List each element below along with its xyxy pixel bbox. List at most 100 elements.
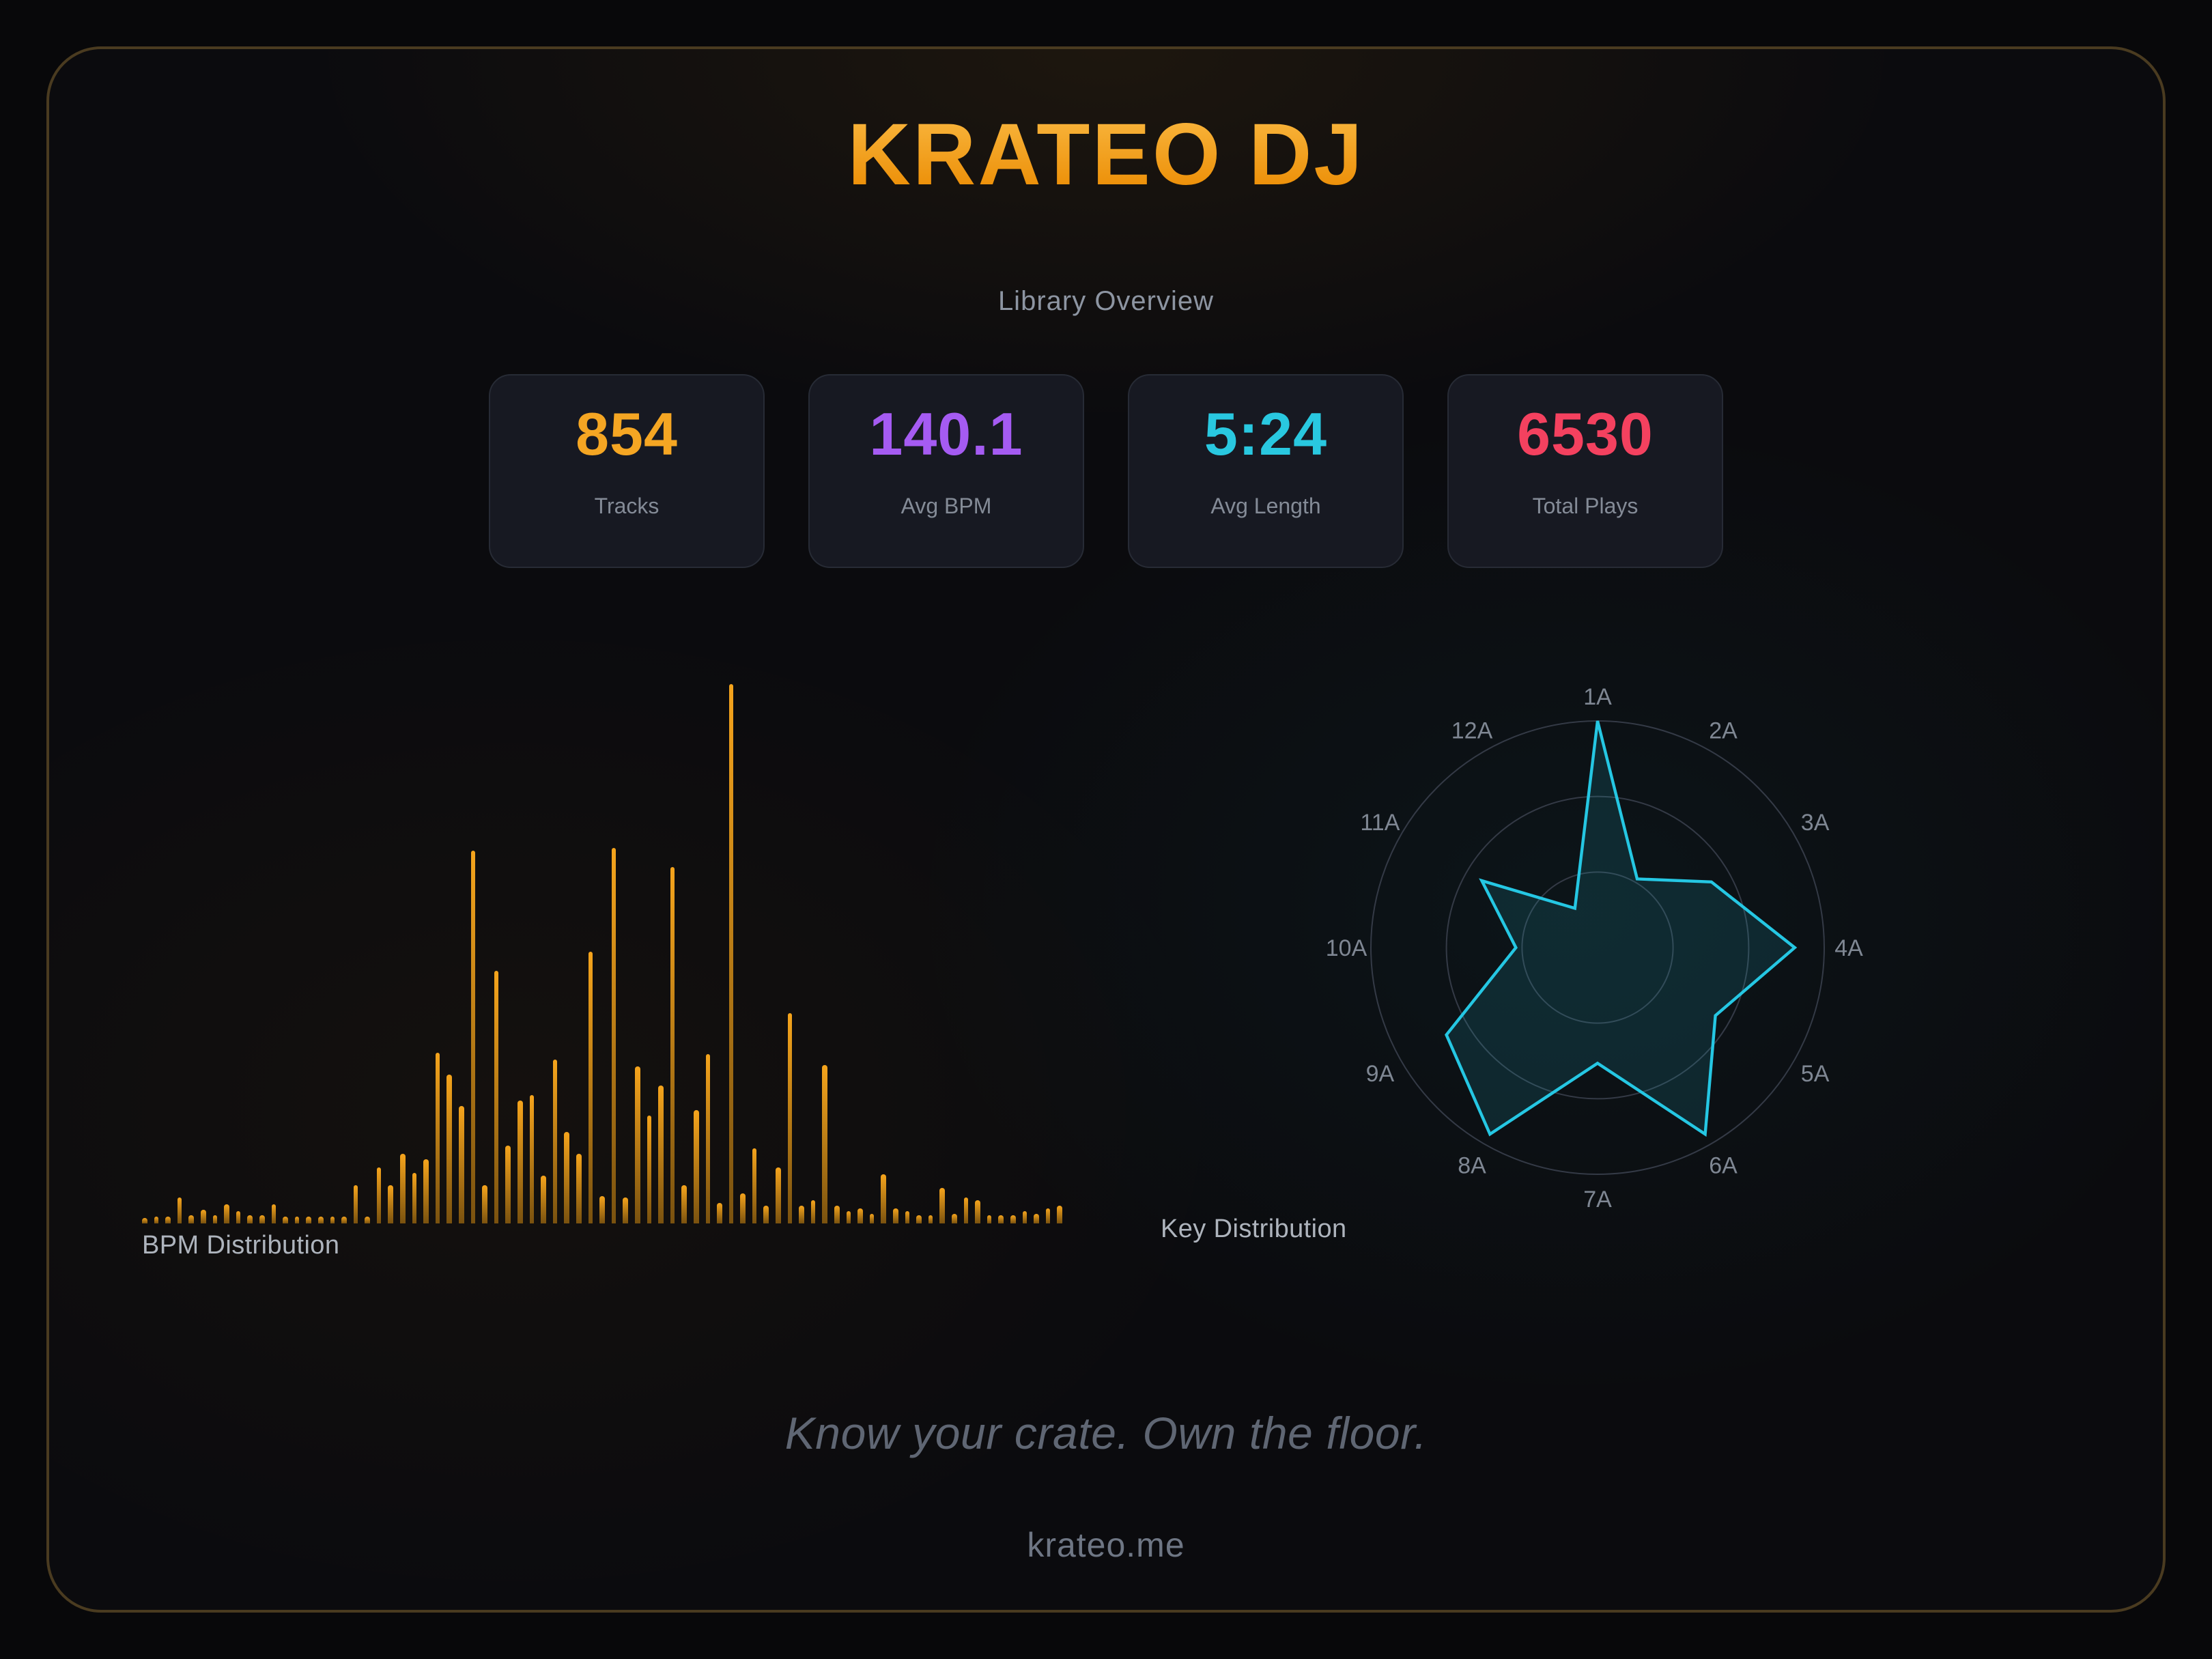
- bpm-bar: [177, 1197, 182, 1223]
- bpm-bar: [588, 952, 593, 1223]
- bpm-bar: [470, 851, 476, 1223]
- bpm-bar: [963, 1197, 969, 1223]
- bpm-bar: [705, 1054, 711, 1223]
- bpm-bar: [681, 1185, 687, 1223]
- bpm-bar: [505, 1146, 511, 1223]
- bpm-bar: [728, 684, 734, 1223]
- bpm-bar: [647, 1115, 652, 1223]
- radar-svg: 1A 2A 3A 4A 5A 6A 7A 8A 9A 10A 11A 12A: [1326, 684, 1863, 1213]
- bpm-bar: [810, 1200, 816, 1223]
- bpm-bar: [259, 1215, 265, 1223]
- radar-axis-label: 2A: [1709, 718, 1738, 743]
- page-title: KRATEO DJ: [49, 106, 2163, 203]
- bpm-bar: [1010, 1215, 1016, 1223]
- bpm-bar: [658, 1085, 664, 1223]
- bpm-bar: [165, 1216, 171, 1223]
- bpm-bar: [142, 1218, 147, 1223]
- stat-label-avg-bpm: Avg BPM: [901, 496, 992, 519]
- radar-polygon: [1445, 720, 1798, 1137]
- bpm-bar: [353, 1185, 358, 1223]
- stat-card-avg-bpm: 140.1 Avg BPM: [808, 374, 1084, 568]
- bpm-bar: [611, 847, 616, 1223]
- bpm-bar: [482, 1185, 487, 1223]
- bpm-bar: [717, 1203, 722, 1223]
- bpm-bar: [1034, 1213, 1039, 1223]
- bpm-bar: [599, 1195, 605, 1223]
- main-panel: KRATEO DJ Library Overview 854 Tracks 14…: [46, 46, 2166, 1613]
- footer-tagline: Know your crate. Own the floor.: [784, 1408, 1428, 1458]
- bpm-bar: [623, 1197, 628, 1223]
- stat-label-total-plays: Total Plays: [1532, 496, 1639, 519]
- bpm-bar: [317, 1216, 323, 1223]
- bpm-bar: [998, 1215, 1004, 1223]
- bpm-histogram: [142, 677, 1062, 1223]
- stats-row: 854 Tracks 140.1 Avg BPM 5:24 Avg Length…: [49, 374, 2163, 568]
- footer-site: krateo.me: [1027, 1527, 1185, 1565]
- bpm-bar: [412, 1172, 417, 1223]
- bpm-bar: [834, 1206, 840, 1223]
- bpm-bar: [869, 1213, 875, 1223]
- bpm-bar: [212, 1215, 218, 1223]
- bpm-bar: [987, 1215, 992, 1223]
- bpm-bar: [283, 1216, 288, 1223]
- bpm-chart-label: BPM Distribution: [142, 1232, 340, 1260]
- bpm-bar: [881, 1174, 886, 1223]
- radar-axis-label: 3A: [1801, 810, 1830, 836]
- bpm-bar: [294, 1216, 300, 1223]
- bpm-bar: [541, 1175, 546, 1223]
- bpm-bar: [905, 1210, 910, 1223]
- bpm-bar: [951, 1213, 957, 1223]
- stat-label-avg-length: Avg Length: [1210, 496, 1321, 519]
- page-subtitle: Library Overview: [997, 287, 1215, 317]
- bpm-bar: [330, 1216, 335, 1223]
- bpm-bar: [822, 1064, 828, 1223]
- radar-axis-label: 5A: [1801, 1061, 1830, 1087]
- bpm-bar: [306, 1216, 311, 1223]
- radar-axis-label: 12A: [1451, 718, 1493, 743]
- bpm-bar: [446, 1075, 453, 1223]
- key-chart-label: Key Distribution: [1161, 1215, 1347, 1244]
- radar-grid-circle: [1445, 795, 1750, 1100]
- bpm-bar: [787, 1012, 793, 1223]
- bpm-bar: [236, 1210, 241, 1223]
- bpm-bar: [388, 1185, 394, 1223]
- radar-axis-label: 11A: [1360, 810, 1400, 836]
- bpm-bar: [752, 1148, 757, 1223]
- bpm-bar: [459, 1105, 464, 1223]
- bpm-bar: [975, 1200, 980, 1223]
- radar-axis-label: 1A: [1583, 684, 1612, 710]
- bpm-bar: [857, 1208, 863, 1223]
- stat-card-tracks: 854 Tracks: [489, 374, 765, 568]
- stat-value-avg-length: 5:24: [1204, 401, 1328, 468]
- stat-value-avg-bpm: 140.1: [869, 401, 1023, 468]
- stat-label-tracks: Tracks: [594, 496, 660, 519]
- radar-axis-label: 10A: [1326, 935, 1367, 961]
- bpm-bar: [376, 1167, 382, 1223]
- radar-axis-label: 9A: [1366, 1061, 1395, 1087]
- bpm-bar: [529, 1095, 535, 1223]
- bpm-bar: [494, 971, 499, 1223]
- bpm-bar: [916, 1215, 922, 1223]
- bpm-bar: [247, 1215, 253, 1223]
- bpm-bar: [670, 866, 675, 1223]
- bpm-bar: [517, 1100, 523, 1223]
- bpm-bar: [154, 1216, 159, 1223]
- bpm-bar: [576, 1154, 582, 1223]
- stat-card-avg-length: 5:24 Avg Length: [1128, 374, 1404, 568]
- bpm-bar: [423, 1159, 429, 1223]
- bpm-bar: [693, 1110, 698, 1223]
- radar-grid-circle: [1521, 871, 1674, 1024]
- bpm-bar: [799, 1206, 804, 1223]
- bpm-bar: [224, 1204, 229, 1223]
- bpm-bar: [564, 1131, 569, 1223]
- bpm-bar: [1045, 1208, 1051, 1223]
- radar-axis-label: 8A: [1458, 1153, 1486, 1179]
- stat-value-total-plays: 6530: [1517, 401, 1654, 468]
- bpm-bar: [188, 1215, 194, 1223]
- bpm-bar: [846, 1211, 851, 1223]
- radar-axis-label: 7A: [1583, 1187, 1612, 1213]
- bpm-bar: [400, 1154, 406, 1223]
- bpm-bar: [200, 1210, 206, 1223]
- bpm-bar: [928, 1215, 933, 1223]
